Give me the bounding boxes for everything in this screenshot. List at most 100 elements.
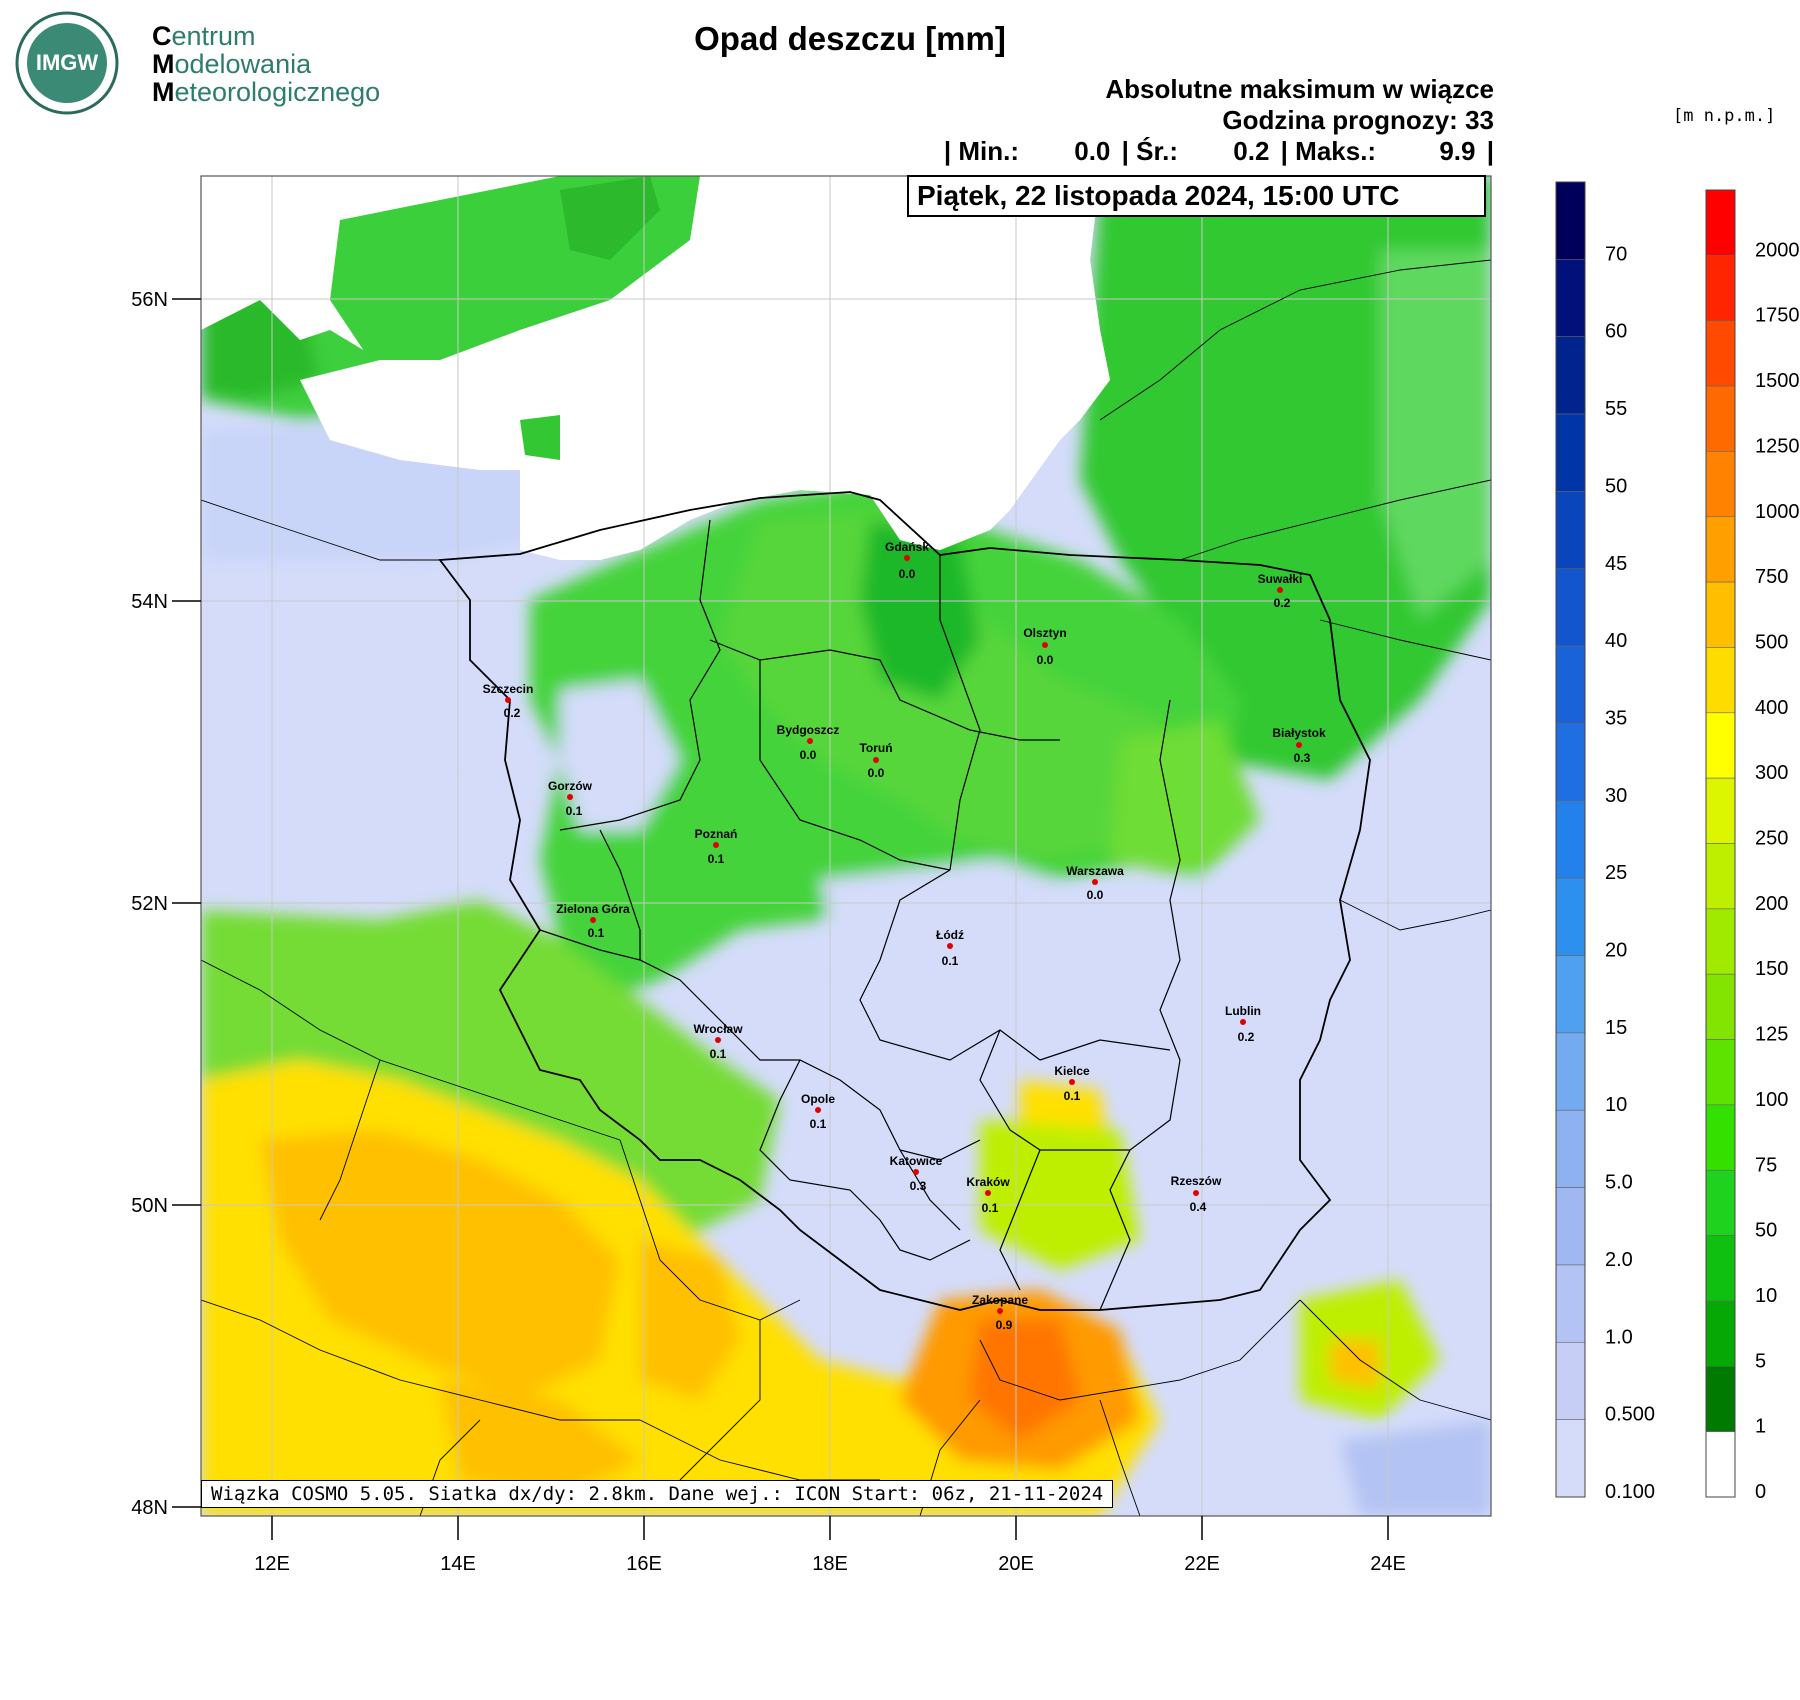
city-marker: Wrocław 0.1: [693, 1022, 743, 1061]
colorbar-label: 20: [1605, 940, 1627, 962]
svg-text:0.9: 0.9: [996, 1318, 1013, 1332]
svg-text:0.0: 0.0: [868, 766, 885, 780]
colorbar-label: 1500: [1755, 370, 1800, 392]
colorbar-swatch: [1555, 1419, 1586, 1498]
svg-text:0.1: 0.1: [708, 852, 725, 866]
colorbar-label: 150: [1755, 958, 1788, 980]
svg-text:0.1: 0.1: [982, 1201, 999, 1215]
colorbar-swatch: [1705, 451, 1736, 518]
city-marker: Lublin 0.2: [1225, 1004, 1261, 1044]
lon-label: 20E: [998, 1553, 1034, 1575]
svg-text:0.1: 0.1: [1064, 1089, 1081, 1103]
colorbar-swatch: [1555, 1187, 1586, 1266]
city-marker: Gdańsk 0.0: [885, 540, 929, 581]
colorbar-swatch: [1555, 800, 1586, 879]
colorbar-swatch: [1705, 1039, 1736, 1106]
svg-text:Zakopane: Zakopane: [972, 1293, 1028, 1307]
city-marker: Gorzów 0.1: [548, 779, 593, 818]
colorbar-label: 2.0: [1605, 1249, 1633, 1271]
colorbar-label: 55: [1605, 398, 1627, 420]
info-block: Absolutne maksimum w wiązce Godzina prog…: [944, 74, 1494, 167]
colorbar-label: 15: [1605, 1017, 1627, 1039]
colorbar-swatch: [1555, 181, 1586, 260]
colorbar-swatch: [1705, 1169, 1736, 1236]
city-marker: Poznań 0.1: [695, 827, 738, 866]
colorbar-swatch: [1705, 1431, 1736, 1498]
colorbar-label: 35: [1605, 707, 1627, 729]
colorbar-label: 75: [1755, 1154, 1777, 1176]
colorbar-swatch: [1705, 647, 1736, 714]
svg-text:0.2: 0.2: [504, 706, 521, 720]
lat-label: 52N: [131, 893, 168, 915]
map-title: Opad deszczu [mm]: [694, 20, 1006, 57]
svg-text:0.0: 0.0: [899, 567, 916, 581]
colorbar-label: 0: [1755, 1481, 1766, 1503]
colorbar-label: 250: [1755, 828, 1788, 850]
svg-text:Łódź: Łódź: [936, 928, 964, 942]
colorbar-swatch: [1705, 189, 1736, 256]
colorbar-label: 45: [1605, 553, 1627, 575]
colorbar-frame: [1555, 181, 1586, 1498]
colorbar-label: 5: [1755, 1350, 1766, 1372]
svg-text:Suwałki: Suwałki: [1258, 572, 1303, 586]
svg-text:Zielona Góra: Zielona Góra: [556, 902, 630, 916]
logo-wordmark: Centrum Modelowania Meteorologicznego: [152, 21, 381, 107]
city-marker: Zielona Góra 0.1: [556, 902, 630, 940]
colorbar-label: 100: [1755, 1089, 1788, 1111]
colorbar-swatch: [1555, 259, 1586, 338]
colorbar-swatch: [1555, 723, 1586, 802]
colorbar-label: 60: [1605, 321, 1627, 343]
svg-text:0.0: 0.0: [800, 748, 817, 762]
svg-text:Gorzów: Gorzów: [548, 779, 593, 793]
colorbar-frame: [1705, 189, 1736, 1498]
svg-text:Białystok: Białystok: [1272, 726, 1326, 740]
colorbar-swatch: [1555, 955, 1586, 1034]
city-marker: Zakopane 0.9: [972, 1293, 1028, 1332]
svg-text:Opole: Opole: [801, 1092, 835, 1106]
subtitle: Absolutne maksimum w wiązce: [1105, 74, 1494, 104]
colorbar-swatch: [1555, 491, 1586, 570]
colorbar-swatch: [1555, 1264, 1586, 1343]
colorbar-label: 1.0: [1605, 1326, 1633, 1348]
colorbar-swatch: [1555, 413, 1586, 492]
svg-text:Poznań: Poznań: [695, 827, 738, 841]
colorbar-swatch: [1705, 908, 1736, 975]
map-frame: [200, 175, 1492, 1517]
colorbar-swatch: [1705, 777, 1736, 844]
elevation-colorbar: 2000175015001250100075050040030025020015…: [1705, 189, 1800, 1503]
city-marker: Kraków 0.1: [966, 1175, 1010, 1215]
elevation-unit: [m n.p.m.]: [1673, 106, 1776, 126]
colorbar-label: 400: [1755, 697, 1788, 719]
colorbar-label: 1750: [1755, 305, 1800, 327]
lon-label: 14E: [440, 1553, 476, 1575]
colorbar-label: 10: [1605, 1094, 1627, 1116]
svg-text:Wrocław: Wrocław: [693, 1022, 743, 1036]
model-info-box: Wiązka COSMO 5.05. Siatka dx/dy: 2.8km. …: [201, 1480, 1114, 1508]
lat-label: 56N: [131, 289, 168, 311]
lat-label: 50N: [131, 1195, 168, 1217]
colorbar-swatch: [1555, 645, 1586, 724]
colorbar-label: 25: [1605, 862, 1627, 884]
colorbar-label: 5.0: [1605, 1172, 1633, 1194]
colorbar-label: 300: [1755, 762, 1788, 784]
svg-text:0.2: 0.2: [1238, 1030, 1255, 1044]
colorbar-label: 40: [1605, 630, 1627, 652]
forecast-hour: Godzina prognozy: 33: [1222, 105, 1494, 135]
colorbar-swatch: [1705, 1104, 1736, 1171]
colorbar-swatch: [1555, 1341, 1586, 1420]
colorbar-label: 70: [1605, 243, 1627, 265]
svg-text:0.0: 0.0: [1037, 653, 1054, 667]
colorbar-swatch: [1705, 255, 1736, 322]
colorbar-label: 0.500: [1605, 1404, 1655, 1426]
colorbar-swatch: [1705, 516, 1736, 583]
city-marker: Szczecin 0.2: [483, 682, 534, 720]
svg-text:Warszawa: Warszawa: [1066, 864, 1124, 878]
stats-line: | Min.: 0.0 | Śr.: 0.2 | Maks.: 9.9 |: [943, 136, 1494, 166]
map-axes: 56N 54N 52N 50N 48N 12E 14E 16E 18E 20E …: [131, 289, 1406, 1575]
city-marker: Suwałki 0.2: [1258, 572, 1303, 610]
svg-text:Toruń: Toruń: [859, 741, 892, 755]
city-marker: Katowice 0.3: [890, 1154, 943, 1193]
svg-text:Szczecin: Szczecin: [483, 682, 534, 696]
colorbar-swatch: [1705, 581, 1736, 648]
